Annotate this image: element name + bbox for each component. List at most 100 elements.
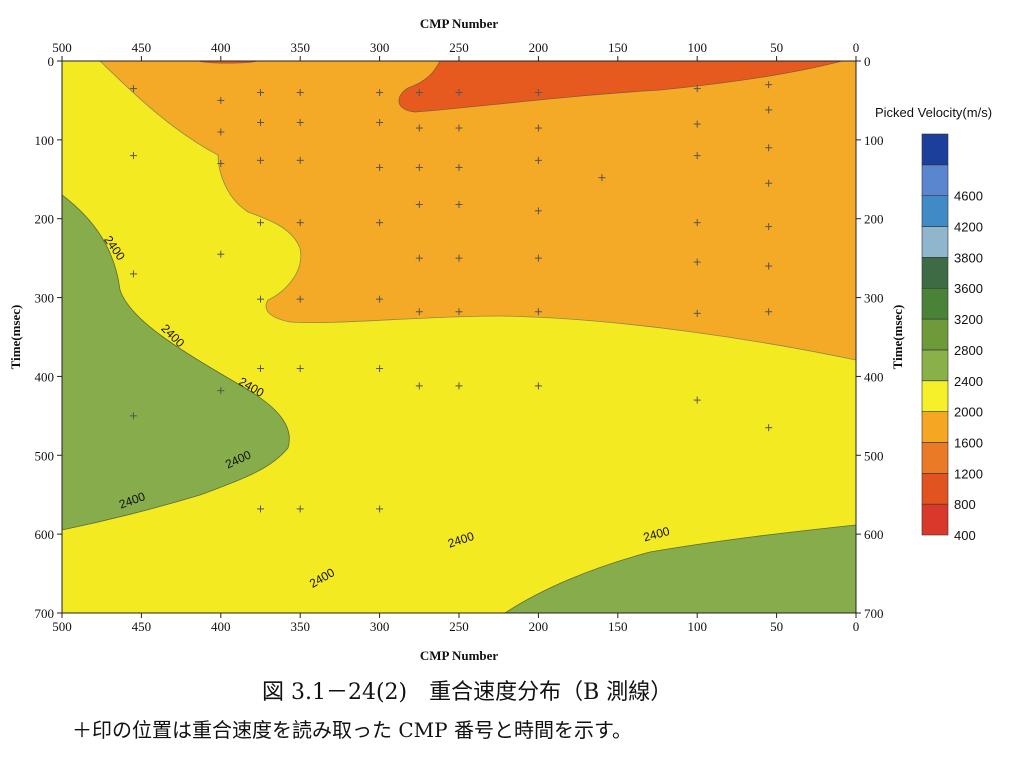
picked-point <box>455 382 463 390</box>
colorbar-swatch <box>921 287 949 320</box>
picked-point <box>217 128 225 136</box>
x-tick-label-top: 250 <box>449 40 469 55</box>
picked-point <box>534 254 542 262</box>
y-tick-label-left: 300 <box>35 291 55 306</box>
colorbar-swatch <box>921 380 949 412</box>
x-tick-label-bottom: 350 <box>290 619 310 634</box>
picked-point <box>257 89 264 97</box>
picked-point <box>693 396 701 404</box>
picked-point <box>296 295 304 303</box>
picked-point <box>257 219 264 227</box>
picked-point <box>296 119 304 127</box>
velocity-band-1200-1600 <box>398 61 843 113</box>
picked-point <box>296 89 304 97</box>
x-tick-label-bottom: 150 <box>608 619 628 634</box>
picked-point <box>765 424 773 432</box>
colorbar-level-label: 3800 <box>954 250 983 265</box>
x-tick-label-bottom: 450 <box>132 619 152 634</box>
picked-point <box>455 163 463 171</box>
colorbar-swatch <box>921 195 949 227</box>
y-tick-label-right: 300 <box>864 291 884 306</box>
x-tick-label-top: 0 <box>853 40 860 55</box>
picked-point <box>217 96 225 104</box>
velocity-band-2400-2800-left <box>62 194 290 531</box>
picked-point <box>455 254 463 262</box>
picked-point <box>598 174 606 182</box>
picked-point <box>376 295 384 303</box>
figure-caption-title: 図 3.1－24(2) 重合速度分布（B 測線） <box>262 680 673 705</box>
contour-label: 2400 <box>642 524 672 545</box>
y-tick-label-left: 700 <box>35 606 55 621</box>
picked-point <box>376 365 384 373</box>
x-axis-title-bottom: CMP Number <box>420 648 499 663</box>
picked-point <box>534 156 542 164</box>
picked-point <box>217 250 225 258</box>
colorbar-level-label: 2800 <box>954 343 983 358</box>
picked-point <box>693 120 701 128</box>
colorbar-swatch <box>921 226 949 258</box>
x-tick-label-top: 100 <box>687 40 707 55</box>
picked-point <box>376 119 384 127</box>
picked-point <box>376 505 384 513</box>
picked-point <box>693 309 701 317</box>
x-tick-label-bottom: 200 <box>529 619 549 634</box>
picked-point <box>765 262 773 270</box>
colorbar-level-label: 400 <box>954 528 976 543</box>
picked-points-layer <box>129 81 773 513</box>
colorbar-level-label: 1600 <box>954 435 983 450</box>
x-tick-label-top: 150 <box>608 40 628 55</box>
picked-point <box>765 179 773 187</box>
picked-point <box>257 119 264 127</box>
colorbar-swatch <box>921 442 949 474</box>
picked-point <box>296 219 304 227</box>
colorbar-swatch <box>921 164 949 196</box>
picked-point <box>693 85 701 93</box>
picked-point <box>415 124 423 132</box>
colorbar-level-label: 3200 <box>954 312 983 327</box>
picked-point <box>534 207 542 215</box>
picked-point <box>534 124 542 132</box>
x-tick-label-top: 50 <box>770 40 783 55</box>
colorbar-level-label: 3600 <box>954 281 983 296</box>
picked-point <box>534 308 542 316</box>
colorbar-swatch <box>921 349 949 382</box>
picked-point <box>415 254 423 262</box>
picked-point <box>257 505 264 513</box>
y-tick-label-left: 0 <box>48 54 55 69</box>
picked-point <box>296 156 304 164</box>
velocity-band-2400-2800-bottom <box>504 524 856 613</box>
picked-point <box>765 81 773 89</box>
x-tick-label-bottom: 300 <box>370 619 390 634</box>
x-tick-label-bottom: 100 <box>687 619 707 634</box>
contour-fill-layer <box>62 61 856 613</box>
y-tick-label-right: 600 <box>864 527 884 542</box>
y-tick-label-right: 400 <box>864 369 884 384</box>
picked-point <box>765 106 773 114</box>
colorbar-level-label: 2000 <box>954 405 983 420</box>
colorbar-swatch <box>921 318 949 351</box>
picked-point <box>296 365 304 373</box>
y-tick-label-left: 100 <box>35 133 55 148</box>
picked-point <box>257 156 264 164</box>
picked-point <box>534 89 542 97</box>
picked-point <box>415 163 423 171</box>
colorbar-level-label: 800 <box>954 497 976 512</box>
y-tick-label-left: 500 <box>35 448 55 463</box>
picked-point <box>296 505 304 513</box>
picked-point <box>376 89 384 97</box>
colorbar-swatch <box>921 473 949 505</box>
colorbar-swatch <box>921 411 949 443</box>
x-tick-label-top: 350 <box>290 40 310 55</box>
picked-point <box>129 152 137 160</box>
picked-point <box>415 308 423 316</box>
y-tick-label-left: 600 <box>35 527 55 542</box>
x-axis-title-top: CMP Number <box>420 16 499 31</box>
picked-point <box>455 201 463 209</box>
y-tick-label-right: 100 <box>864 133 884 148</box>
velocity-contour-chart: 5005004504504004003503503003002502502002… <box>8 16 992 663</box>
x-tick-label-top: 450 <box>132 40 152 55</box>
colorbar-level-label: 4200 <box>954 220 983 235</box>
y-axis-title-left: Time(msec) <box>8 305 23 370</box>
picked-point <box>217 387 225 395</box>
y-tick-label-right: 200 <box>864 212 884 227</box>
